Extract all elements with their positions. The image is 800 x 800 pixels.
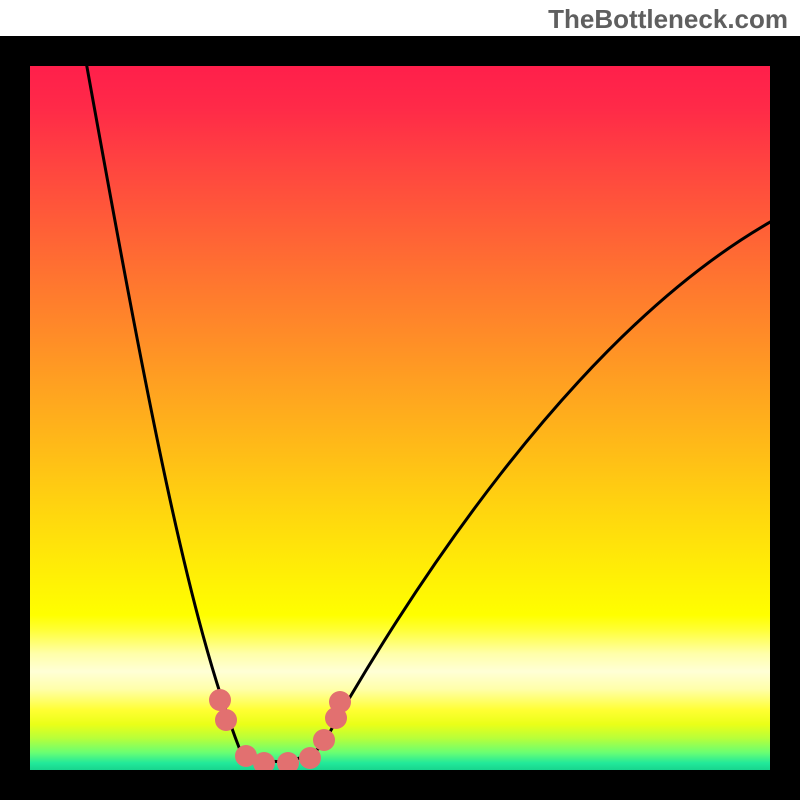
bottleneck-curve-chart — [30, 66, 770, 770]
valley-marker — [313, 729, 335, 751]
watermark-text: TheBottleneck.com — [548, 4, 788, 35]
valley-marker — [215, 709, 237, 731]
valley-marker — [329, 691, 351, 713]
valley-marker — [209, 689, 231, 711]
gradient-background — [30, 66, 770, 770]
valley-marker — [299, 747, 321, 769]
